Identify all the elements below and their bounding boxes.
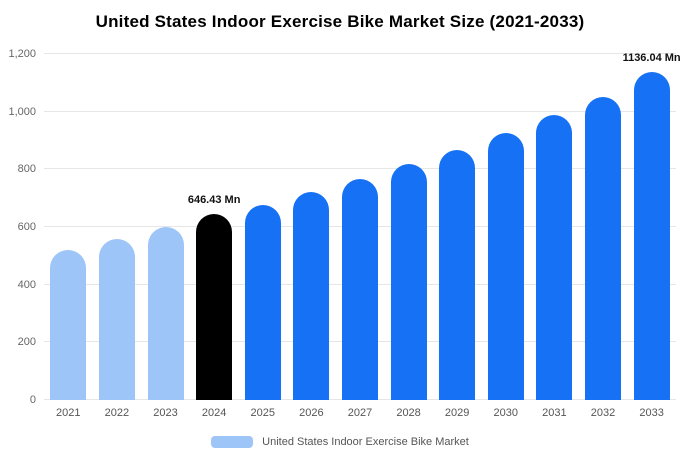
bar-slot-2032: 2032 (579, 54, 628, 419)
y-tick-label: 800 (17, 163, 36, 176)
bar-slot-2022: 2022 (93, 54, 142, 419)
legend-label: United States Indoor Exercise Bike Marke… (262, 436, 469, 448)
bar-slot-2028: 2028 (384, 54, 433, 419)
bar-slot-2027: 2027 (336, 54, 385, 419)
legend-swatch (211, 436, 254, 448)
gridline (44, 168, 676, 170)
x-tick-label-2022: 2022 (104, 407, 130, 419)
bar-2029[interactable] (439, 149, 476, 400)
x-tick-label-2032: 2032 (590, 407, 616, 419)
x-tick-label-2023: 2023 (153, 407, 178, 419)
chart-title: United States Indoor Exercise Bike Marke… (95, 12, 585, 31)
bar-slot-2029: 2029 (433, 54, 482, 419)
data-label-2024: 646.43 Mn (187, 193, 241, 206)
plot-area: 2021 2022 2023 2024 646.43 Mn 2025 2026 2027 202… (44, 52, 680, 419)
bar-2023[interactable] (147, 227, 184, 400)
bar-slot-2026: 2026 (287, 54, 336, 419)
bar-slot-2021: 2021 (44, 54, 93, 419)
bar-2025[interactable] (244, 204, 281, 400)
bar-2030[interactable] (487, 133, 524, 400)
x-tick-label-2029: 2029 (444, 407, 470, 419)
x-tick-label-2031: 2031 (542, 407, 567, 419)
bar-2027[interactable] (341, 178, 378, 400)
x-tick-label-2030: 2030 (493, 407, 519, 419)
bar-2032[interactable] (585, 96, 621, 400)
x-tick-label-2028: 2028 (396, 407, 421, 419)
bar-slot-2024: 2024 646.43 Mn (187, 54, 241, 419)
y-tick-label: 200 (17, 336, 36, 349)
gridline (44, 53, 676, 54)
x-tick-label-2025: 2025 (250, 407, 275, 419)
x-tick-label-2033: 2033 (639, 407, 664, 419)
bar-slot-2023: 2023 (141, 54, 190, 419)
y-tick-label: 600 (17, 221, 36, 233)
x-tick-label-2021: 2021 (56, 407, 81, 419)
x-tick-label-2027: 2027 (347, 407, 373, 419)
bars-container: 2021 2022 2023 2024 646.43 Mn 2025 2026 2027 202… (44, 52, 680, 419)
bar-2022[interactable] (98, 238, 135, 400)
y-tick-label: 0 (29, 394, 36, 406)
x-tick-label-2024: 2024 (201, 407, 227, 419)
bar-slot-2033: 2033 1136.04 Mn (623, 52, 680, 419)
y-tick-label: 400 (17, 278, 36, 291)
bar-2031[interactable] (536, 114, 573, 400)
bar-2024[interactable] (196, 213, 233, 400)
data-label-2033: 1136.04 Mn (622, 52, 680, 65)
bar-2026[interactable] (293, 191, 330, 400)
x-tick-label-2026: 2026 (299, 407, 324, 419)
legend: United States Indoor Exercise Bike Marke… (0, 436, 680, 448)
y-axis: 0 200 400 600 800 1,000 1,200 (0, 48, 40, 406)
bar-2021[interactable] (50, 250, 87, 400)
bar-2033[interactable] (633, 72, 670, 400)
gridline (44, 110, 676, 112)
bar-slot-2025: 2025 (238, 54, 287, 419)
y-tick-label: 1,200 (8, 48, 36, 60)
bar-slot-2030: 2030 (481, 54, 530, 419)
bar-2028[interactable] (390, 164, 427, 400)
bar-slot-2031: 2031 (530, 54, 579, 419)
y-tick-label: 1,000 (8, 105, 36, 118)
